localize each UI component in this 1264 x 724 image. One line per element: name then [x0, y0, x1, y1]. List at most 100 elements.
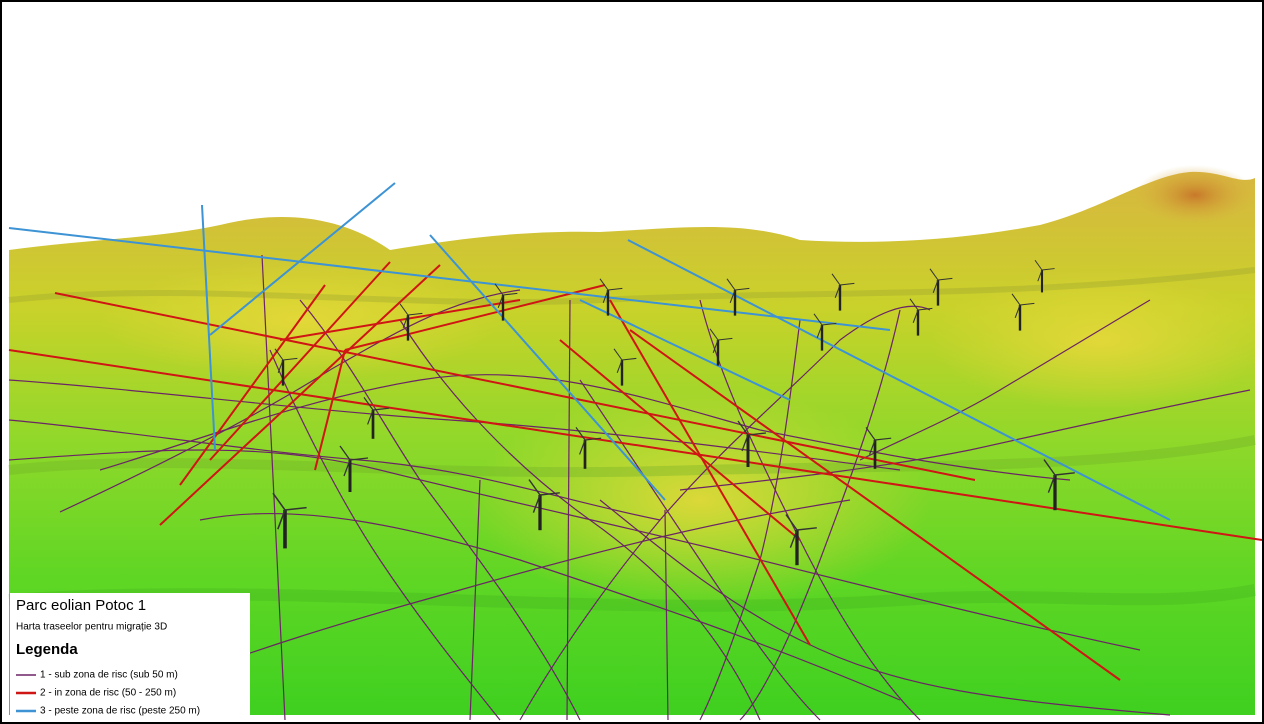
turbine-blade — [909, 298, 919, 311]
turbine-blade — [579, 439, 586, 455]
wind-turbine — [1043, 459, 1075, 511]
legend-label: 2 - in zona de risc (50 - 250 m) — [40, 688, 176, 699]
wind-turbine — [575, 427, 602, 469]
track-mid — [609, 299, 811, 646]
wind-turbine — [709, 328, 733, 366]
turbine-blade — [343, 459, 351, 477]
wind-turbines — [272, 259, 1075, 566]
turbine-blade — [1047, 474, 1056, 493]
turbine-blade — [272, 492, 286, 511]
wind-turbine — [909, 298, 933, 336]
wind-turbine — [272, 492, 307, 549]
turbine-blade — [539, 492, 560, 496]
track-low — [199, 512, 901, 701]
legend-label: 1 - sub zona de risc (sub 50 m) — [40, 670, 178, 681]
track-mid — [279, 299, 521, 341]
legend-items: 1 - sub zona de risc (sub 50 m) 2 - in zo… — [16, 670, 200, 717]
wind-turbine — [399, 303, 423, 341]
track-high — [201, 204, 216, 451]
track-high — [627, 239, 1171, 521]
turbine-blade — [575, 427, 586, 441]
turbine-blade — [917, 307, 933, 311]
turbine-blade — [737, 420, 749, 436]
turbine-blade — [789, 529, 798, 548]
turbine-blade — [367, 409, 374, 425]
turbine-blade — [1011, 293, 1021, 306]
wind-turbine — [339, 445, 369, 492]
track-low — [679, 389, 1251, 491]
track-low — [269, 349, 501, 721]
track-low — [859, 299, 1151, 461]
turbine-blade — [602, 289, 609, 303]
turbine-blade — [502, 292, 518, 296]
turbine-blade — [1034, 259, 1043, 271]
track-high — [429, 234, 666, 501]
turbine-blade — [282, 357, 298, 361]
turbine-blade — [741, 434, 749, 452]
turbine-blade — [1014, 304, 1021, 318]
track-high — [579, 299, 791, 401]
track-mid — [209, 261, 391, 461]
turbine-blade — [1054, 472, 1075, 476]
turbine-blade — [407, 312, 423, 316]
map-title: Parc eolian Potoc 1 — [16, 597, 146, 614]
wind-turbine — [726, 278, 750, 316]
turbine-blade — [816, 324, 823, 338]
turbine-blade — [277, 359, 284, 373]
track-low — [8, 419, 661, 521]
turbine-blade — [1019, 302, 1035, 306]
turbine-blade — [339, 445, 351, 461]
turbine-blade — [712, 339, 719, 353]
migration-tracks — [8, 182, 1263, 721]
turbine-blade — [621, 357, 637, 361]
track-low — [739, 309, 901, 721]
track-low — [579, 379, 821, 721]
wind-turbine — [865, 427, 892, 469]
track-mid — [559, 339, 801, 541]
wind-turbine — [528, 479, 560, 531]
track-low — [261, 254, 286, 721]
legend-title: Legenda — [16, 641, 78, 658]
turbine-blade — [616, 359, 623, 373]
track-mid — [159, 264, 441, 526]
turbine-blade — [607, 287, 623, 291]
track-high — [8, 227, 891, 331]
turbine-blade — [839, 282, 855, 286]
turbine-blade — [599, 278, 609, 291]
turbine-blade — [363, 397, 374, 411]
legend-box — [10, 593, 250, 721]
turbine-blade — [1037, 269, 1043, 282]
turbine-blade — [709, 328, 719, 341]
track-mid — [179, 284, 326, 486]
turbine-blade — [726, 278, 736, 291]
turbine-blade — [834, 284, 841, 298]
turbine-blade — [494, 283, 504, 296]
turbine-blade — [274, 348, 284, 361]
turbine-blade — [937, 277, 953, 281]
turbine-blade — [796, 527, 817, 531]
turbine-blade — [532, 494, 541, 513]
turbine-blade — [277, 509, 286, 530]
turbine-blade — [734, 287, 750, 291]
track-low — [8, 449, 1141, 651]
wind-turbine — [831, 273, 855, 311]
turbine-blade — [584, 437, 602, 441]
track-mid — [344, 284, 606, 351]
turbine-blade — [785, 514, 798, 531]
turbine-blade — [929, 268, 939, 281]
track-high — [209, 182, 396, 336]
turbine-blade — [1041, 268, 1055, 271]
map-subtitle: Harta traseelor pentru migrație 3D — [16, 622, 167, 633]
turbine-blade — [1043, 459, 1056, 476]
wind-turbine — [613, 348, 637, 386]
wind-turbine — [737, 420, 767, 467]
turbine-blade — [402, 314, 409, 328]
turbine-blade — [372, 407, 390, 411]
legend: Parc eolian Potoc 1 Harta traseelor pent… — [10, 593, 250, 721]
track-mid — [629, 329, 1121, 681]
turbine-blade — [729, 289, 736, 303]
turbine-blade — [874, 437, 892, 441]
track-low — [566, 299, 571, 721]
